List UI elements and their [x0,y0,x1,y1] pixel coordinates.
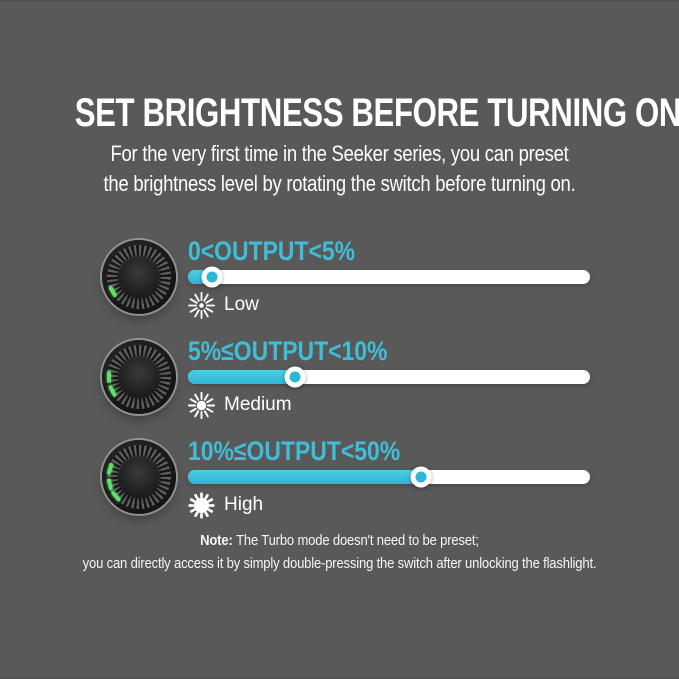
brightness-slider [188,266,590,288]
level-label: Medium [224,394,292,415]
slider-handle [284,366,306,388]
slider-fill [188,370,295,384]
slider-handle [201,266,223,288]
brightness-row-low: 0<OUTPUT<5% [102,238,602,328]
brightness-row-medium: 5%≤OUTPUT<10% [102,338,602,428]
brightness-high-icon [188,491,215,519]
page-subtitle: For the very first time in the Seeker se… [61,139,618,199]
brightness-row-high: 10%≤OUTPUT<50% [102,438,602,528]
note-label: Note: [200,532,233,549]
output-range-label: 5%≤OUTPUT<10% [188,336,388,366]
brightness-medium-icon [188,391,215,419]
slider-handle [410,466,432,488]
rotary-switch-knob [102,240,176,314]
slider-fill [188,470,422,484]
knob-center-cap [118,356,160,398]
output-range-label: 0<OUTPUT<5% [188,236,356,266]
note-line-2: you can directly access it by simply dou… [82,555,597,572]
knob-center-cap [118,456,160,498]
level-label: High [224,494,264,515]
knob-green-indicator [107,371,111,383]
brightness-slider [188,466,590,488]
knob-center-cap [118,256,160,298]
brightness-low-icon [188,291,215,319]
page-title: SET BRIGHTNESS BEFORE TURNING ON [74,91,679,135]
subtitle-line-1: For the very first time in the Seeker se… [110,141,569,166]
note-line-1: Note: The Turbo mode doesn't need to be p… [200,532,479,549]
note-text: Note: The Turbo mode doesn't need to be p… [44,529,635,575]
brightness-slider [188,366,590,388]
subtitle-line-2: the brightness level by rotating the swi… [103,171,576,196]
rotary-switch-knob [102,340,176,414]
rotary-switch-knob [102,440,176,514]
output-range-label: 10%≤OUTPUT<50% [188,436,401,466]
level-label: Low [224,294,259,315]
